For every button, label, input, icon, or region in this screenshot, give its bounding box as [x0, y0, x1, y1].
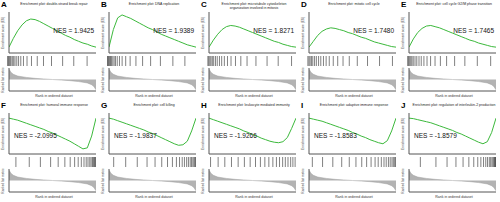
svg-text:Enrichment score (ES): Enrichment score (ES)	[301, 118, 305, 150]
svg-text:Ranked list metric: Ranked list metric	[101, 67, 105, 93]
html-text:D: D	[301, 0, 307, 9]
html-text:Enrichment plot: double-strand: Enrichment plot: double-strand break rep…	[20, 2, 88, 6]
html-text:Rank in ordered dataset: Rank in ordered dataset	[435, 195, 473, 199]
html-text:G: G	[101, 101, 108, 110]
html-text:Rank in ordered dataset: Rank in ordered dataset	[35, 94, 73, 98]
html-text:NES = -2.0995: NES = -2.0995	[14, 132, 57, 139]
svg-text:Ranked list metric: Ranked list metric	[201, 168, 205, 194]
svg-text:Ranked list metric: Ranked list metric	[301, 67, 305, 93]
svg-text:Ranked list metric: Ranked list metric	[101, 168, 105, 194]
html-text:Enrichment plot: adaptive immu: Enrichment plot: adaptive immune respons…	[319, 103, 389, 107]
html-text:Enrichment plot: leukocyte med: Enrichment plot: leukocyte mediated immu…	[218, 103, 290, 107]
html-text:Enrichment plot: mitotic cell: Enrichment plot: mitotic cell cycle	[328, 2, 380, 6]
svg-text:Enrichment score (ES): Enrichment score (ES)	[101, 17, 105, 49]
svg-text:Enrichment score (ES): Enrichment score (ES)	[401, 118, 405, 150]
html-text:Rank in ordered dataset: Rank in ordered dataset	[335, 94, 373, 98]
svg-text:Ranked list metric: Ranked list metric	[301, 168, 305, 194]
html-text:NES = -1.9266: NES = -1.9266	[214, 132, 257, 139]
svg-text:Ranked list metric: Ranked list metric	[201, 67, 205, 93]
html-text:Rank in ordered dataset: Rank in ordered dataset	[435, 94, 473, 98]
html-text:NES = 1.7480: NES = 1.7480	[353, 27, 394, 34]
html-text:I: I	[301, 101, 304, 110]
html-text:NES = 1.7465: NES = 1.7465	[453, 27, 494, 34]
html-text:NES = 1.8271: NES = 1.8271	[253, 27, 294, 34]
svg-text:Enrichment score (ES): Enrichment score (ES)	[101, 118, 105, 150]
svg-text:Enrichment score (ES): Enrichment score (ES)	[201, 118, 205, 150]
html-text:Rank in ordered dataset: Rank in ordered dataset	[35, 195, 73, 199]
svg-text:Enrichment score (ES): Enrichment score (ES)	[401, 17, 405, 49]
html-text:B: B	[101, 0, 107, 9]
svg-text:Enrichment score (ES): Enrichment score (ES)	[201, 17, 205, 49]
html-text:Rank in ordered dataset: Rank in ordered dataset	[235, 195, 273, 199]
html-text:Rank in ordered dataset: Rank in ordered dataset	[235, 94, 273, 98]
html-text:F: F	[1, 101, 6, 110]
svg-text:Enrichment score (ES): Enrichment score (ES)	[301, 17, 305, 49]
html-text:NES = -1.8579: NES = -1.8579	[414, 132, 457, 139]
html-text:NES = 1.9425: NES = 1.9425	[53, 27, 94, 34]
html-text:H: H	[201, 101, 207, 110]
html-text:J: J	[401, 101, 406, 110]
svg-text:Ranked list metric: Ranked list metric	[401, 67, 405, 93]
html-text:C: C	[201, 0, 207, 9]
html-text:Rank in ordered dataset: Rank in ordered dataset	[135, 94, 173, 98]
html-text:Enrichment plot: DNA replicati: Enrichment plot: DNA replication	[128, 2, 180, 6]
html-text:E: E	[401, 0, 407, 9]
html-text:Enrichment plot: cell cycle G2: Enrichment plot: cell cycle G2/M phase t…	[416, 2, 492, 6]
html-text:Rank in ordered dataset: Rank in ordered dataset	[335, 195, 373, 199]
html-text:A: A	[1, 0, 7, 9]
html-text:NES = -1.9837: NES = -1.9837	[114, 132, 157, 139]
html-text:Enrichment plot: microtubule c: Enrichment plot: microtubule cytoskeleto…	[221, 2, 287, 10]
html-text:Enrichment plot: cell killing: Enrichment plot: cell killing	[133, 103, 175, 107]
svg-text:Ranked list metric: Ranked list metric	[401, 168, 405, 194]
html-text:Enrichment plot: regulation of: Enrichment plot: regulation of interleuk…	[412, 103, 496, 107]
html-text:Rank in ordered dataset: Rank in ordered dataset	[135, 195, 173, 199]
html-text:NES = 1.9389: NES = 1.9389	[153, 27, 194, 34]
html-text:NES = -1.8583: NES = -1.8583	[314, 132, 357, 139]
html-text:Enrichment plot: humoral immun: Enrichment plot: humoral immune response	[20, 103, 88, 107]
